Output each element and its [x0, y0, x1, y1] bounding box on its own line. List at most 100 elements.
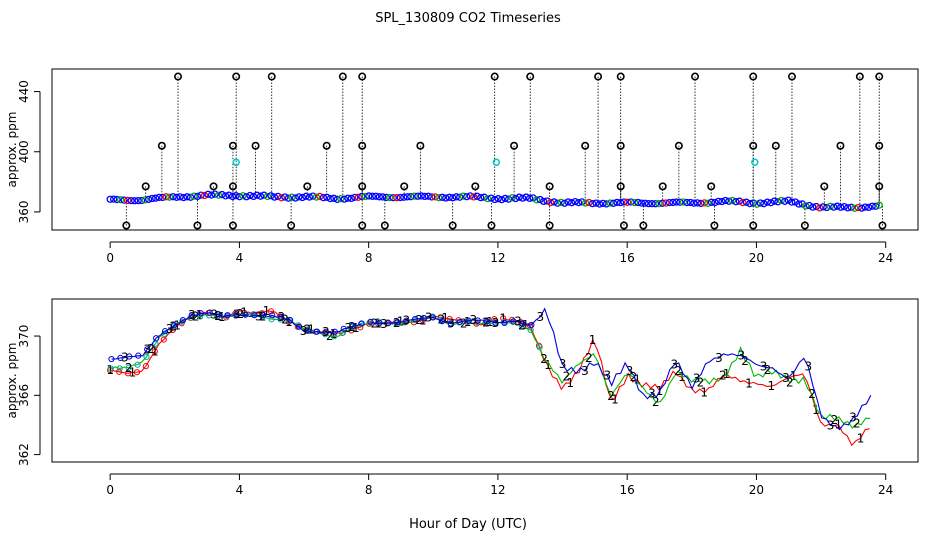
x-tick-label: 12	[490, 483, 505, 497]
series-3-label: 3	[233, 307, 241, 321]
series-3-label: 3	[492, 316, 500, 330]
baseline-point	[872, 202, 880, 210]
series-1-label: 1	[790, 369, 798, 383]
series-3-point	[269, 312, 276, 319]
series-2-point	[125, 364, 132, 371]
baseline-point	[809, 203, 817, 211]
baseline-point	[291, 194, 300, 202]
baseline-point	[655, 199, 663, 208]
baseline-point	[274, 192, 282, 201]
series-1-label: 1	[834, 417, 842, 431]
baseline-point	[858, 204, 866, 212]
baseline-point	[823, 203, 831, 212]
series-1-label: 1	[723, 367, 731, 381]
series-3-point	[197, 310, 204, 317]
series-3-point	[278, 313, 285, 320]
baseline-point	[676, 198, 684, 206]
series-1-label: 1	[589, 333, 597, 347]
series-1-label: 1	[106, 363, 114, 377]
baseline-point	[749, 199, 758, 207]
x-tick-label: 24	[878, 251, 893, 265]
baseline-point	[560, 199, 569, 207]
baseline-point	[501, 194, 509, 203]
spike-point	[545, 182, 554, 191]
series-3-label: 3	[827, 418, 835, 432]
series-3-point	[358, 320, 365, 327]
series-3-label: 3	[255, 310, 263, 324]
series-2-point	[331, 333, 338, 340]
baseline-point	[165, 193, 174, 201]
baseline-point	[595, 200, 604, 208]
series-3-point	[421, 315, 428, 322]
baseline-point	[756, 199, 765, 207]
series-1-point	[267, 308, 275, 315]
series-2-label: 2	[281, 313, 289, 327]
baseline-point	[351, 193, 359, 201]
series-2-label: 2	[563, 370, 571, 384]
baseline-point	[365, 192, 373, 200]
baseline-point	[581, 199, 590, 207]
series-1-label: 1	[173, 318, 181, 332]
spike-point	[855, 72, 864, 81]
baseline-point	[781, 197, 789, 205]
baseline-point	[110, 195, 118, 203]
baseline-point	[700, 199, 709, 207]
baseline-point	[319, 194, 328, 202]
x-axis-label: Hour of Day (UTC)	[409, 517, 527, 532]
series-2-label: 2	[674, 364, 682, 378]
series-3-label: 3	[559, 357, 567, 371]
baseline-point	[396, 193, 404, 202]
series-3-point	[108, 355, 115, 363]
series-2-label: 2	[214, 309, 222, 323]
baseline-point	[242, 193, 251, 201]
series-1-point	[491, 316, 498, 323]
spike-point	[878, 221, 887, 230]
series-1-label: 1	[196, 308, 204, 322]
spike-point	[616, 72, 625, 81]
series-1-point	[133, 369, 141, 376]
baseline-point	[837, 203, 845, 211]
baseline-point	[172, 193, 181, 201]
baseline-point	[833, 202, 841, 210]
baseline-point	[144, 195, 153, 204]
baseline-point	[235, 193, 244, 201]
baseline-point	[574, 198, 583, 207]
baseline-point	[634, 198, 642, 207]
series-2-point	[116, 365, 123, 372]
baseline-point	[256, 192, 265, 200]
series-2-label: 2	[540, 352, 548, 366]
baseline-point	[651, 200, 660, 208]
baseline-point	[816, 204, 824, 212]
series-3-label: 3	[447, 317, 455, 331]
y-tick-label: 366	[17, 384, 31, 407]
spike-point	[358, 141, 367, 150]
spike-point	[487, 221, 496, 230]
series-3-point	[242, 311, 249, 318]
spike-point	[416, 141, 425, 150]
series-2-label: 2	[697, 375, 705, 389]
series-2-label: 2	[764, 363, 772, 377]
baseline-point	[344, 194, 352, 202]
chart-title: SPL_130809 CO2 Timeseries	[375, 11, 561, 26]
baseline-point	[106, 195, 114, 203]
series-3-point	[456, 318, 463, 326]
baseline-point	[567, 199, 576, 207]
series-3-point	[251, 312, 258, 319]
baseline-point	[830, 203, 838, 211]
baseline-point	[844, 204, 852, 212]
series-3-label: 3	[469, 313, 477, 327]
x-tick-label: 20	[749, 251, 764, 265]
baseline-point	[211, 190, 219, 198]
baseline-point	[788, 198, 796, 206]
series-3-label: 3	[210, 308, 218, 322]
baseline-point	[847, 203, 855, 211]
baseline-point	[232, 191, 240, 200]
plot-frame	[51, 298, 919, 463]
series-3-label: 3	[166, 322, 174, 336]
baseline-point	[456, 193, 464, 201]
baseline-point	[337, 195, 345, 203]
baseline-point	[697, 199, 705, 208]
series-3-point	[367, 318, 374, 325]
series-2-point	[143, 353, 150, 360]
baseline-point	[704, 199, 712, 207]
